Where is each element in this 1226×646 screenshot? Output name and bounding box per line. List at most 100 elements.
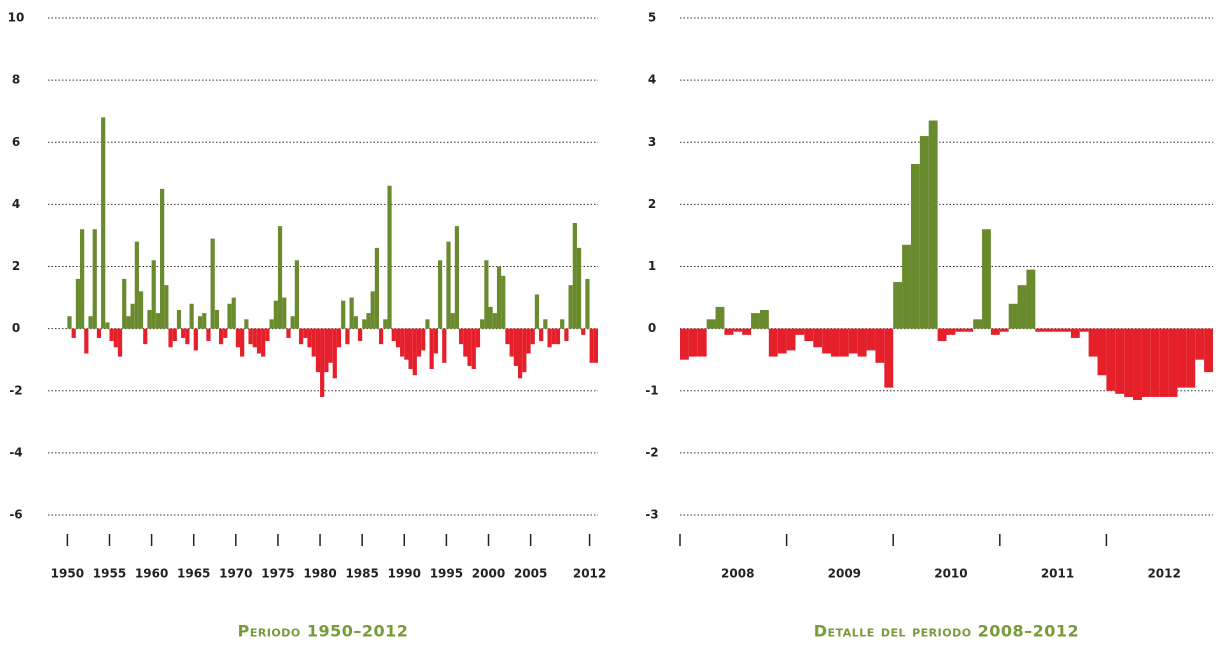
bar [768, 328, 778, 357]
bar [496, 266, 502, 329]
bar [522, 328, 527, 373]
y-tick-label: 0 [12, 321, 20, 335]
bar [336, 328, 342, 348]
bar [185, 328, 190, 345]
bar [357, 328, 363, 342]
bar [568, 285, 573, 329]
bar [742, 328, 752, 335]
y-tick-label: 10 [8, 11, 25, 25]
bar [1035, 328, 1045, 332]
bar [75, 278, 81, 329]
y-tick-label: -2 [9, 383, 22, 397]
bar [1079, 328, 1089, 332]
bar [349, 297, 354, 329]
bar [1159, 328, 1169, 397]
bar [1141, 328, 1151, 397]
bar [126, 316, 131, 329]
x-tick-label: 1950 [51, 567, 84, 581]
x-tick-label: 1995 [430, 567, 463, 581]
bar [151, 260, 156, 329]
bar [168, 328, 173, 348]
bar [884, 328, 894, 388]
bar [955, 328, 965, 332]
x-tick-label: 2011 [1041, 567, 1074, 581]
bar [488, 306, 493, 329]
y-tick-label: 2 [12, 259, 20, 273]
bar [370, 291, 375, 329]
bar [866, 328, 876, 351]
bar [408, 328, 413, 370]
bar [706, 319, 716, 329]
bar [143, 328, 148, 345]
bar [715, 306, 725, 329]
bar [990, 328, 1000, 335]
bar [383, 319, 388, 329]
y-tick-label: 2 [648, 197, 656, 211]
bar [248, 328, 253, 345]
bar [138, 291, 144, 329]
bar [231, 297, 236, 329]
bar [513, 328, 518, 366]
y-tick-label: -2 [645, 445, 658, 459]
y-tick-label: 1 [648, 259, 656, 273]
bar [261, 328, 266, 357]
bar [509, 328, 514, 357]
bar [71, 328, 76, 338]
bar [80, 229, 85, 329]
bar [1177, 328, 1187, 388]
bar [67, 316, 72, 329]
x-tick-label: 2012 [573, 567, 606, 581]
bar [345, 328, 350, 345]
bar [164, 285, 169, 329]
bar [463, 328, 468, 357]
bar [223, 328, 228, 338]
x-tick-label: 1965 [177, 567, 210, 581]
bar [387, 185, 392, 329]
bar [181, 328, 186, 338]
chart-title: Detalle del periodo 2008–2012 [814, 622, 1079, 641]
bar [442, 328, 447, 363]
bar [777, 328, 787, 354]
bar [475, 328, 481, 348]
bar [893, 282, 903, 329]
bar [593, 328, 598, 363]
bar [973, 319, 983, 329]
bar [1106, 328, 1116, 391]
bar [96, 328, 102, 338]
bar [298, 328, 304, 345]
bar [1026, 269, 1036, 329]
bar [218, 328, 224, 345]
bar [130, 303, 135, 329]
bar [450, 313, 455, 329]
bar [252, 328, 257, 348]
bar [421, 328, 426, 351]
bar [1044, 328, 1054, 332]
bar [1115, 328, 1125, 394]
bar [804, 328, 814, 342]
bar [1195, 328, 1205, 360]
bar [1124, 328, 1134, 397]
bar [759, 309, 769, 329]
bar [1070, 328, 1080, 338]
bar [176, 309, 182, 329]
bar [155, 313, 161, 329]
bar [946, 328, 956, 335]
x-tick-label: 1970 [219, 567, 252, 581]
bar [459, 328, 464, 345]
bar [189, 303, 194, 329]
bar [543, 319, 548, 329]
bar [400, 328, 405, 357]
x-tick-label: 1955 [93, 567, 126, 581]
y-tick-label: 6 [12, 135, 20, 149]
bar [560, 319, 565, 329]
bar [437, 260, 443, 329]
bar [240, 328, 245, 357]
bar [688, 328, 698, 357]
y-tick-label: -4 [9, 445, 22, 459]
bar [446, 241, 451, 329]
y-tick-label: 0 [648, 321, 656, 335]
bar [294, 260, 299, 329]
bar [147, 309, 152, 329]
bar [320, 328, 325, 397]
x-tick-label: 2012 [1147, 567, 1180, 581]
